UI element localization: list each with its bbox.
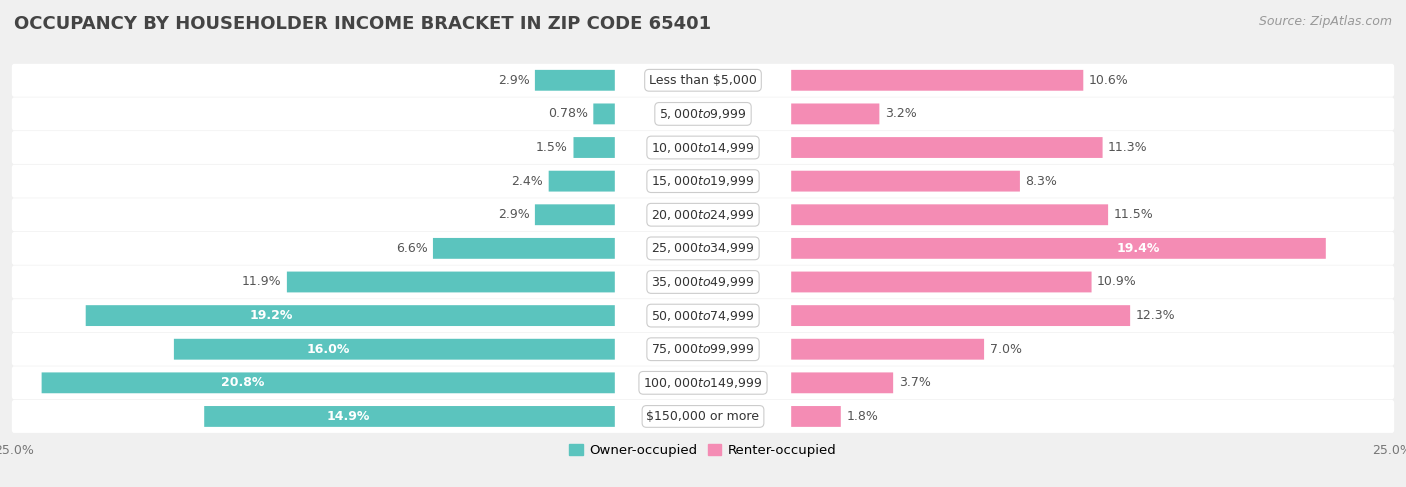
FancyBboxPatch shape — [11, 165, 1395, 198]
FancyBboxPatch shape — [792, 238, 1326, 259]
Text: 12.3%: 12.3% — [1136, 309, 1175, 322]
Text: 11.9%: 11.9% — [242, 276, 281, 288]
FancyBboxPatch shape — [174, 339, 614, 359]
FancyBboxPatch shape — [792, 205, 1108, 225]
Text: $75,000 to $99,999: $75,000 to $99,999 — [651, 342, 755, 356]
FancyBboxPatch shape — [548, 171, 614, 191]
Text: 2.4%: 2.4% — [512, 175, 543, 187]
FancyBboxPatch shape — [792, 373, 893, 393]
FancyBboxPatch shape — [11, 97, 1395, 131]
FancyBboxPatch shape — [593, 103, 614, 124]
Text: 3.7%: 3.7% — [898, 376, 931, 389]
FancyBboxPatch shape — [433, 238, 614, 259]
Text: 2.9%: 2.9% — [498, 74, 530, 87]
FancyBboxPatch shape — [792, 339, 984, 359]
Text: OCCUPANCY BY HOUSEHOLDER INCOME BRACKET IN ZIP CODE 65401: OCCUPANCY BY HOUSEHOLDER INCOME BRACKET … — [14, 15, 711, 33]
Text: Source: ZipAtlas.com: Source: ZipAtlas.com — [1258, 15, 1392, 28]
Text: $150,000 or more: $150,000 or more — [647, 410, 759, 423]
FancyBboxPatch shape — [534, 70, 614, 91]
FancyBboxPatch shape — [792, 406, 841, 427]
FancyBboxPatch shape — [11, 131, 1395, 164]
Text: 10.9%: 10.9% — [1097, 276, 1137, 288]
Text: 7.0%: 7.0% — [990, 343, 1022, 356]
Text: $100,000 to $149,999: $100,000 to $149,999 — [644, 376, 762, 390]
FancyBboxPatch shape — [792, 272, 1091, 292]
FancyBboxPatch shape — [86, 305, 614, 326]
Text: 6.6%: 6.6% — [395, 242, 427, 255]
Text: $20,000 to $24,999: $20,000 to $24,999 — [651, 208, 755, 222]
Text: Less than $5,000: Less than $5,000 — [650, 74, 756, 87]
FancyBboxPatch shape — [792, 103, 879, 124]
FancyBboxPatch shape — [11, 265, 1395, 299]
Text: 19.2%: 19.2% — [249, 309, 292, 322]
Text: 2.9%: 2.9% — [498, 208, 530, 221]
Text: 8.3%: 8.3% — [1025, 175, 1057, 187]
Text: 14.9%: 14.9% — [326, 410, 370, 423]
FancyBboxPatch shape — [11, 400, 1395, 433]
Text: $15,000 to $19,999: $15,000 to $19,999 — [651, 174, 755, 188]
FancyBboxPatch shape — [792, 305, 1130, 326]
FancyBboxPatch shape — [11, 232, 1395, 265]
FancyBboxPatch shape — [574, 137, 614, 158]
FancyBboxPatch shape — [204, 406, 614, 427]
FancyBboxPatch shape — [11, 299, 1395, 332]
Text: $50,000 to $74,999: $50,000 to $74,999 — [651, 309, 755, 322]
Text: 0.78%: 0.78% — [548, 108, 588, 120]
Text: 16.0%: 16.0% — [307, 343, 350, 356]
Text: $25,000 to $34,999: $25,000 to $34,999 — [651, 242, 755, 255]
Legend: Owner-occupied, Renter-occupied: Owner-occupied, Renter-occupied — [564, 438, 842, 462]
Text: 11.5%: 11.5% — [1114, 208, 1153, 221]
Text: $35,000 to $49,999: $35,000 to $49,999 — [651, 275, 755, 289]
FancyBboxPatch shape — [534, 205, 614, 225]
Text: $10,000 to $14,999: $10,000 to $14,999 — [651, 141, 755, 154]
Text: 1.5%: 1.5% — [536, 141, 568, 154]
FancyBboxPatch shape — [11, 64, 1395, 97]
FancyBboxPatch shape — [11, 366, 1395, 399]
FancyBboxPatch shape — [792, 70, 1083, 91]
Text: 11.3%: 11.3% — [1108, 141, 1147, 154]
FancyBboxPatch shape — [792, 137, 1102, 158]
Text: 20.8%: 20.8% — [221, 376, 264, 389]
FancyBboxPatch shape — [11, 333, 1395, 366]
Text: 10.6%: 10.6% — [1088, 74, 1129, 87]
FancyBboxPatch shape — [287, 272, 614, 292]
Text: $5,000 to $9,999: $5,000 to $9,999 — [659, 107, 747, 121]
FancyBboxPatch shape — [792, 171, 1019, 191]
FancyBboxPatch shape — [11, 198, 1395, 231]
Text: 3.2%: 3.2% — [884, 108, 917, 120]
FancyBboxPatch shape — [42, 373, 614, 393]
Text: 19.4%: 19.4% — [1116, 242, 1160, 255]
Text: 1.8%: 1.8% — [846, 410, 879, 423]
